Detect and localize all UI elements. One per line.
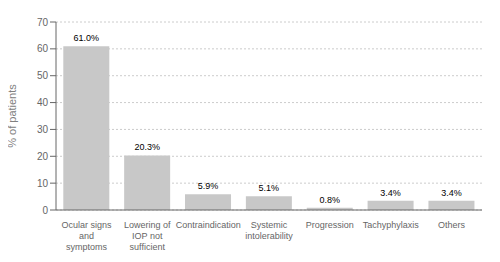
svg-text:3.4%: 3.4% <box>380 188 401 198</box>
svg-text:61.0%: 61.0% <box>74 33 100 43</box>
svg-text:40: 40 <box>37 97 49 108</box>
svg-text:5.9%: 5.9% <box>198 181 219 191</box>
svg-text:0: 0 <box>42 205 48 216</box>
svg-text:60: 60 <box>37 43 49 54</box>
svg-text:70: 70 <box>37 17 49 28</box>
svg-text:% of patients: % of patients <box>8 84 18 148</box>
svg-text:5.1%: 5.1% <box>259 183 280 193</box>
svg-text:Tachyphylaxis: Tachyphylaxis <box>363 220 420 230</box>
svg-text:Systemicintolerability: Systemicintolerability <box>245 220 293 241</box>
svg-text:Contraindication: Contraindication <box>176 220 241 230</box>
svg-text:20: 20 <box>37 151 49 162</box>
svg-text:30: 30 <box>37 124 49 135</box>
svg-text:Others: Others <box>438 220 466 230</box>
svg-text:0.8%: 0.8% <box>319 195 340 205</box>
svg-text:Lowering ofIOP notsufficient: Lowering ofIOP notsufficient <box>124 220 171 252</box>
svg-text:10: 10 <box>37 178 49 189</box>
svg-text:Progression: Progression <box>306 220 354 230</box>
svg-text:50: 50 <box>37 70 49 81</box>
svg-text:Ocular signsandsymptoms: Ocular signsandsymptoms <box>61 220 112 252</box>
svg-text:3.4%: 3.4% <box>441 188 462 198</box>
svg-text:20.3%: 20.3% <box>134 142 160 152</box>
